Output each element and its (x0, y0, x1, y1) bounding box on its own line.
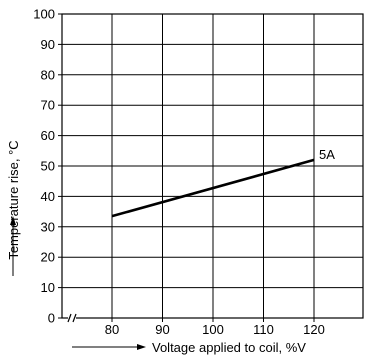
y-tick-label-50: 50 (41, 159, 55, 174)
x-ticks: 80 90 100 110 120 (105, 318, 325, 337)
axis-break-mark-2 (72, 313, 77, 323)
y-tick-label-0: 0 (48, 311, 55, 326)
x-tick-label-110: 110 (253, 322, 274, 337)
y-ticks: 0 10 20 30 40 50 60 70 80 90 100 (33, 7, 62, 326)
y-tick-label-80: 80 (41, 67, 55, 82)
x-tick-label-90: 90 (155, 322, 169, 337)
axis-break (67, 313, 77, 323)
y-axis-arrowhead (10, 216, 16, 225)
y-axis-label: Temperature rise, °C (6, 140, 21, 259)
x-tick-label-100: 100 (202, 322, 224, 337)
x-axis-arrowhead (137, 344, 146, 350)
y-tick-label-90: 90 (41, 37, 55, 52)
y-tick-label-70: 70 (41, 98, 55, 113)
x-tick-label-80: 80 (105, 322, 119, 337)
y-tick-label-30: 30 (41, 219, 55, 234)
axis-break-gap (68, 314, 76, 322)
y-tick-label-40: 40 (41, 189, 55, 204)
y-tick-label-20: 20 (41, 250, 55, 265)
series: 5A (111, 147, 335, 218)
x-tick-label-120: 120 (303, 322, 325, 337)
series-line-0 (111, 158, 315, 218)
x-axis-title: Voltage applied to coil, %V (72, 340, 306, 355)
x-axis-label: Voltage applied to coil, %V (152, 340, 306, 355)
series-label-0: 5A (319, 147, 335, 162)
grid (62, 14, 363, 318)
y-tick-label-60: 60 (41, 128, 55, 143)
y-tick-label-10: 10 (41, 280, 55, 295)
y-axis-title: Temperature rise, °C (6, 140, 21, 276)
axis-break-mark-1 (67, 313, 72, 323)
y-tick-label-100: 100 (33, 7, 55, 22)
